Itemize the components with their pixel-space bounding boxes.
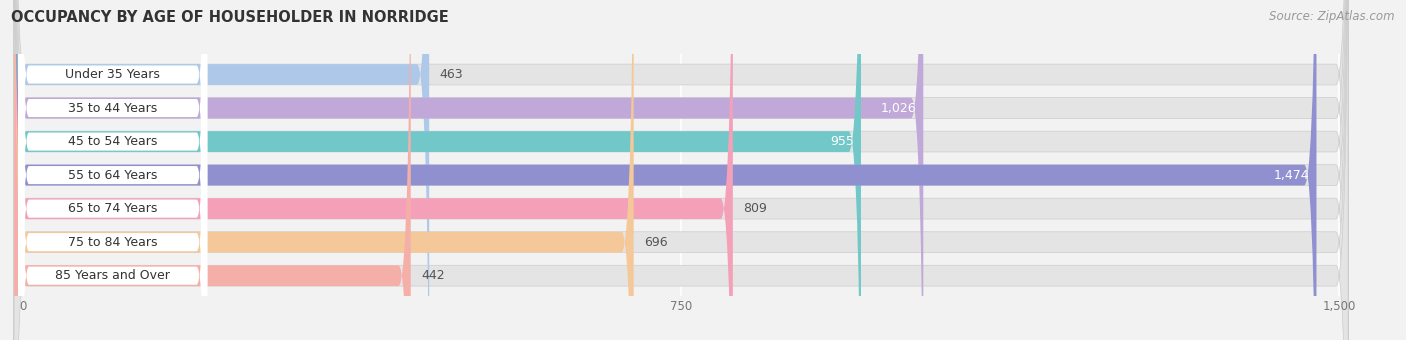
- FancyBboxPatch shape: [14, 0, 860, 340]
- FancyBboxPatch shape: [14, 0, 1348, 340]
- Text: Source: ZipAtlas.com: Source: ZipAtlas.com: [1270, 10, 1395, 23]
- Text: 955: 955: [830, 135, 853, 148]
- FancyBboxPatch shape: [14, 0, 429, 340]
- FancyBboxPatch shape: [14, 0, 1348, 340]
- FancyBboxPatch shape: [14, 0, 634, 340]
- Text: 696: 696: [644, 236, 668, 249]
- FancyBboxPatch shape: [14, 0, 924, 340]
- FancyBboxPatch shape: [18, 0, 207, 340]
- Text: 45 to 54 Years: 45 to 54 Years: [67, 135, 157, 148]
- Text: 809: 809: [744, 202, 768, 215]
- Text: 75 to 84 Years: 75 to 84 Years: [67, 236, 157, 249]
- FancyBboxPatch shape: [18, 0, 207, 340]
- Text: OCCUPANCY BY AGE OF HOUSEHOLDER IN NORRIDGE: OCCUPANCY BY AGE OF HOUSEHOLDER IN NORRI…: [11, 10, 449, 25]
- Text: 442: 442: [422, 269, 444, 282]
- FancyBboxPatch shape: [14, 0, 733, 340]
- FancyBboxPatch shape: [14, 0, 1348, 340]
- FancyBboxPatch shape: [18, 0, 207, 340]
- FancyBboxPatch shape: [14, 0, 1348, 340]
- FancyBboxPatch shape: [18, 0, 207, 340]
- Text: 65 to 74 Years: 65 to 74 Years: [67, 202, 157, 215]
- FancyBboxPatch shape: [14, 0, 1348, 340]
- Text: 35 to 44 Years: 35 to 44 Years: [67, 102, 157, 115]
- FancyBboxPatch shape: [14, 0, 1348, 340]
- FancyBboxPatch shape: [14, 0, 1348, 340]
- Text: 55 to 64 Years: 55 to 64 Years: [67, 169, 157, 182]
- FancyBboxPatch shape: [14, 0, 1316, 340]
- Text: 463: 463: [440, 68, 464, 81]
- Text: 1,026: 1,026: [880, 102, 917, 115]
- Text: 1,474: 1,474: [1274, 169, 1309, 182]
- Text: 85 Years and Over: 85 Years and Over: [55, 269, 170, 282]
- FancyBboxPatch shape: [14, 0, 411, 340]
- Text: Under 35 Years: Under 35 Years: [65, 68, 160, 81]
- FancyBboxPatch shape: [18, 0, 207, 340]
- FancyBboxPatch shape: [18, 0, 207, 340]
- FancyBboxPatch shape: [18, 0, 207, 340]
